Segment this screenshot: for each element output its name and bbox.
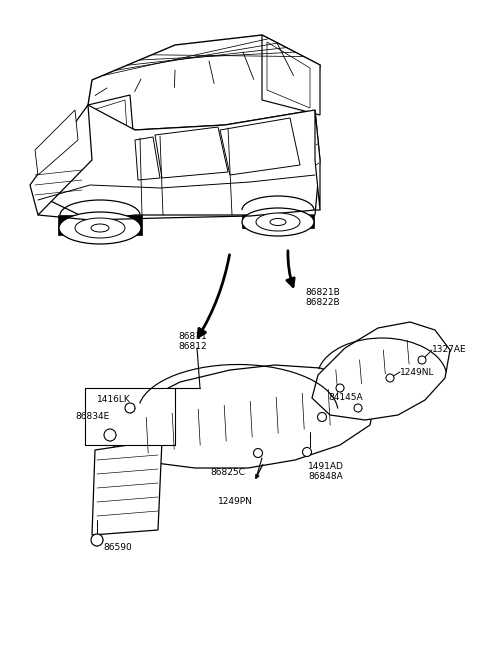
Circle shape — [253, 449, 263, 457]
Polygon shape — [58, 215, 142, 235]
Polygon shape — [315, 110, 320, 210]
Circle shape — [336, 384, 344, 392]
Polygon shape — [135, 137, 160, 180]
Wedge shape — [62, 175, 138, 215]
Text: 1416LK: 1416LK — [97, 395, 131, 404]
Polygon shape — [30, 105, 92, 215]
Circle shape — [317, 413, 326, 422]
Polygon shape — [242, 210, 314, 228]
Ellipse shape — [59, 212, 141, 244]
Ellipse shape — [91, 224, 109, 232]
Text: 86811
86812: 86811 86812 — [178, 332, 207, 352]
Polygon shape — [93, 100, 128, 154]
Circle shape — [91, 534, 103, 546]
Text: 1491AD
86848A: 1491AD 86848A — [308, 462, 344, 482]
Polygon shape — [92, 440, 162, 535]
Circle shape — [125, 403, 135, 413]
Circle shape — [386, 374, 394, 382]
Polygon shape — [88, 35, 320, 130]
Circle shape — [302, 447, 312, 457]
Polygon shape — [262, 35, 320, 115]
Polygon shape — [88, 95, 135, 160]
Ellipse shape — [242, 208, 314, 236]
Polygon shape — [108, 365, 375, 468]
Wedge shape — [244, 174, 312, 210]
Polygon shape — [35, 110, 78, 175]
Polygon shape — [85, 388, 175, 445]
Text: 1249PN: 1249PN — [218, 497, 253, 506]
Text: 1327AE: 1327AE — [432, 345, 467, 354]
Polygon shape — [38, 105, 320, 220]
Polygon shape — [267, 42, 310, 108]
Circle shape — [104, 429, 116, 441]
Polygon shape — [220, 118, 300, 175]
Circle shape — [418, 356, 426, 364]
Circle shape — [354, 404, 362, 412]
Polygon shape — [312, 322, 450, 420]
Ellipse shape — [75, 218, 125, 238]
Text: 84145A: 84145A — [328, 393, 362, 402]
Ellipse shape — [256, 213, 300, 231]
Text: 86834E: 86834E — [75, 412, 109, 421]
Ellipse shape — [270, 218, 286, 226]
Text: 1249NL: 1249NL — [400, 368, 434, 377]
Text: 86821B
86822B: 86821B 86822B — [305, 288, 340, 308]
Polygon shape — [155, 127, 228, 178]
Text: 86825C: 86825C — [210, 468, 245, 477]
Text: 86590: 86590 — [103, 543, 132, 552]
